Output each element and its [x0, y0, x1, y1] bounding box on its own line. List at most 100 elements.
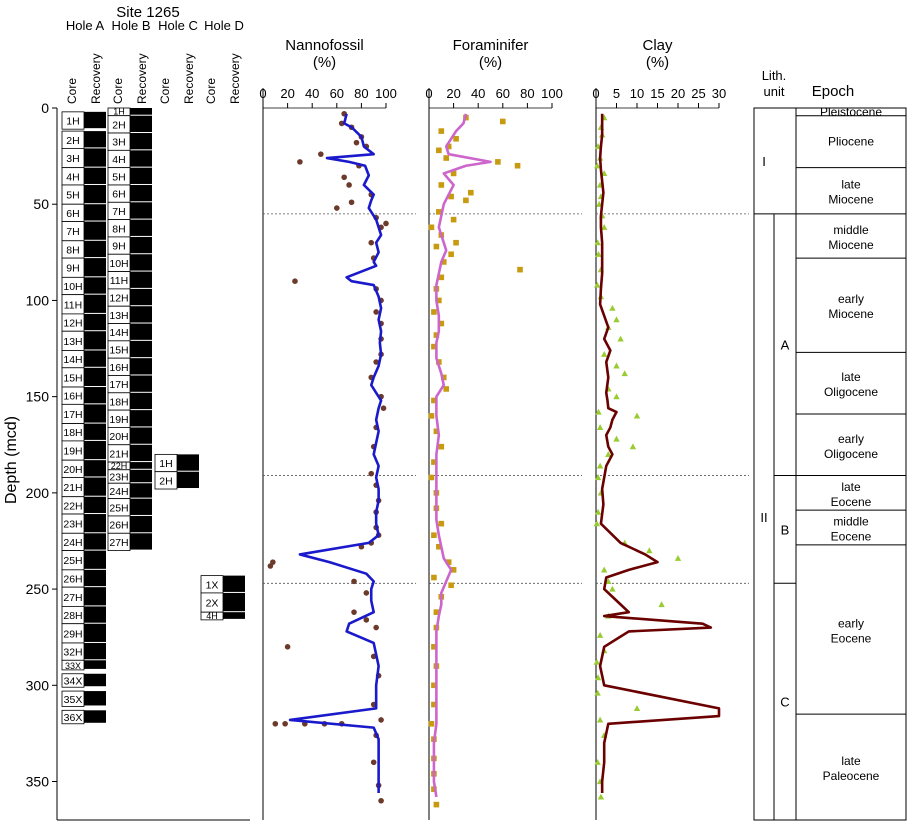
subunit-label: C	[780, 695, 789, 710]
series-line	[432, 113, 492, 798]
core-id-label: 6H	[112, 189, 125, 201]
core-id-label: 34X	[64, 675, 83, 687]
lith-header-line2: unit	[764, 84, 785, 99]
core-id-label: 3H	[66, 153, 79, 165]
data-point	[495, 159, 501, 165]
panel-tick-label: 15	[650, 86, 664, 101]
series-line	[598, 113, 721, 794]
recovery-bar	[84, 240, 106, 258]
data-point	[431, 574, 437, 581]
data-point	[500, 118, 506, 125]
recovery-bar	[84, 331, 106, 350]
epoch-label: late	[841, 178, 861, 192]
lith-header-line1: Lith.	[762, 68, 787, 83]
data-point	[613, 393, 620, 400]
depth-axis-label: Depth (mcd)	[3, 416, 20, 504]
panel-tick-label: 5	[613, 86, 620, 101]
recovery-bar	[130, 515, 152, 533]
core-id-label: 24H	[63, 537, 82, 549]
data-point	[617, 335, 624, 342]
data-point	[445, 559, 452, 565]
data-point	[594, 758, 601, 765]
panel-tick-label: 80	[520, 86, 534, 101]
data-point	[428, 474, 435, 481]
data-point	[613, 435, 620, 442]
data-point	[468, 189, 474, 196]
recovery-bar	[84, 111, 106, 129]
recovery-bar	[84, 423, 106, 440]
core-id-label: 16H	[109, 362, 128, 374]
core-id-label: 6H	[66, 208, 79, 220]
data-point	[363, 590, 370, 596]
data-point	[440, 259, 447, 265]
recovery-bar	[130, 133, 152, 150]
data-point	[445, 143, 452, 150]
core-id-label: 32H	[63, 647, 82, 659]
panel-tick-label: 20	[280, 86, 294, 101]
data-point	[594, 689, 601, 696]
core-id-label: 2H	[66, 135, 79, 147]
recovery-bar	[130, 498, 152, 515]
recovery-bar	[130, 108, 152, 115]
data-point	[436, 297, 442, 304]
recovery-bar	[130, 483, 152, 498]
data-point	[629, 443, 637, 450]
core-id-label: 19H	[109, 414, 128, 426]
core-id-label: 14H	[109, 327, 128, 339]
data-point	[428, 224, 435, 231]
data-point	[450, 216, 457, 223]
data-point	[597, 793, 605, 800]
core-id-label: 10H	[63, 281, 82, 293]
series-line	[288, 113, 383, 794]
core-id-label: 21H	[63, 482, 82, 494]
data-point	[436, 147, 442, 154]
core-id-label: 5H	[66, 190, 79, 202]
panel-tick-label: 0	[592, 86, 599, 101]
core-id-label: 11H	[110, 275, 128, 287]
recovery-bar	[84, 440, 106, 460]
data-point	[373, 309, 379, 315]
core-id-label: 15H	[63, 372, 82, 384]
subunit-label: A	[781, 338, 790, 353]
recovery-bar	[130, 115, 152, 133]
data-point	[633, 412, 641, 419]
data-point	[383, 220, 389, 227]
recovery-bar	[84, 387, 106, 404]
epoch-label: late	[841, 754, 861, 768]
data-point	[596, 462, 604, 469]
depth-tick-label: 350	[26, 774, 50, 790]
data-point	[594, 281, 601, 288]
core-id-label: 1H	[113, 107, 125, 117]
epoch-label: middle	[833, 515, 869, 529]
recovery-bar	[84, 623, 106, 642]
core-id-label: 26H	[109, 520, 128, 532]
recovery-column-label: Recovery	[182, 53, 196, 104]
core-id-label: 2H	[112, 119, 125, 131]
recovery-bar	[130, 236, 152, 254]
core-id-label: 23H	[109, 472, 128, 484]
data-point	[596, 716, 604, 723]
data-point	[431, 459, 437, 465]
core-id-label: 27H	[109, 537, 128, 549]
epoch-label: middle	[833, 223, 869, 237]
recovery-bar	[130, 323, 152, 340]
data-point	[443, 386, 450, 392]
panel-tick-label: 20	[446, 86, 460, 101]
recovery-bar	[84, 569, 106, 587]
core-id-label: 15H	[109, 345, 128, 357]
data-point	[363, 617, 370, 623]
site-title: Site 1265	[116, 4, 179, 21]
epoch-label: late	[841, 480, 861, 494]
recovery-column-label: Recovery	[228, 53, 242, 104]
core-id-label: 12H	[63, 318, 82, 330]
data-point	[433, 332, 440, 338]
recovery-bar	[130, 167, 152, 184]
recovery-bar	[84, 204, 106, 221]
recovery-bar	[84, 496, 106, 514]
recovery-bar	[84, 350, 106, 367]
data-point	[440, 374, 447, 381]
core-column-label: Core	[204, 78, 218, 104]
core-id-label: 7H	[66, 226, 79, 238]
recovery-bar	[130, 219, 152, 236]
recovery-bar	[84, 477, 106, 496]
